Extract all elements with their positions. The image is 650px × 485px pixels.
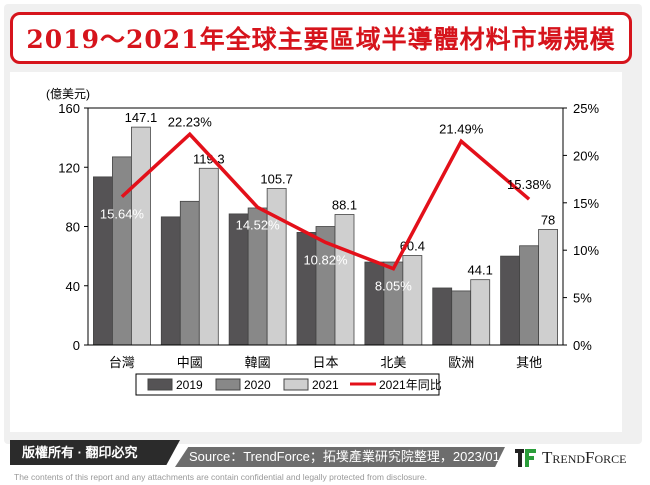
- logo-text: TrendForce: [542, 448, 627, 467]
- bar-2021: [131, 126, 151, 346]
- chart-title: 2019～2021年全球主要區域半導體材料市場規模: [10, 12, 632, 64]
- yoy-label: 8.05%: [375, 279, 412, 294]
- x-tick-label: 其他: [516, 355, 542, 370]
- x-tick-label: 台灣: [109, 355, 135, 370]
- trendforce-logo: TrendForce: [515, 447, 627, 469]
- legend-label: 2021年同比: [379, 378, 442, 392]
- legend-label: 2020: [244, 378, 271, 392]
- yoy-label: 22.23%: [168, 114, 213, 129]
- disclaimer: The contents of this report and any atta…: [14, 472, 427, 482]
- bar-2020: [383, 261, 404, 346]
- bar-value-label: 105.7: [260, 171, 293, 186]
- bar-2021: [198, 167, 219, 346]
- bar-2019: [296, 232, 317, 346]
- source-label: Source：TrendForce；拓墣產業研究院整理，2023/01: [175, 447, 505, 467]
- plot-border: [87, 107, 564, 346]
- bar-value-label: 44.1: [468, 263, 493, 278]
- x-tick-label: 韓國: [245, 355, 271, 370]
- bar-2019: [364, 261, 385, 346]
- bar-2019: [93, 176, 113, 346]
- bar-2020: [179, 200, 200, 346]
- bar-2021: [334, 214, 355, 346]
- legend-swatch-2019: [147, 378, 173, 391]
- y-tick-label: 160: [58, 101, 80, 116]
- y2-tick-label: 0%: [573, 338, 592, 353]
- y-axis-label: (億美元): [46, 87, 90, 101]
- yoy-label: 14.52%: [236, 217, 281, 232]
- bar-value-label: 88.1: [332, 198, 357, 213]
- yoy-label: 15.38%: [507, 177, 552, 192]
- x-tick-label: 歐洲: [448, 355, 474, 370]
- copyright-label: 版權所有 · 翻印必究: [10, 440, 180, 465]
- y2-tick-label: 15%: [573, 196, 599, 211]
- y-tick-label: 40: [66, 279, 80, 294]
- bar-2019: [500, 255, 520, 346]
- y-tick-label: 120: [58, 160, 80, 175]
- yoy-line: [120, 131, 531, 271]
- yoy-label: 15.64%: [100, 207, 145, 222]
- trendforce-logo-icon: [515, 449, 536, 467]
- x-tick-label: 中國: [177, 355, 203, 370]
- bar-2020: [451, 290, 472, 346]
- bar-value-label: 147.1: [125, 110, 158, 125]
- legend-swatch-2020: [215, 378, 241, 391]
- legend-label: 2021: [312, 378, 339, 392]
- bar-2019: [432, 287, 453, 346]
- bar-2021: [470, 279, 491, 346]
- bar-2019: [228, 213, 249, 346]
- bar-2021: [538, 229, 558, 346]
- y-tick-label: 80: [66, 220, 80, 235]
- y2-tick-label: 20%: [573, 148, 599, 163]
- yoy-label: 10.82%: [303, 252, 348, 267]
- x-tick-label: 日本: [312, 355, 338, 370]
- y2-tick-label: 25%: [573, 101, 599, 116]
- bar-2020: [112, 156, 132, 346]
- legend-swatch-2021: [283, 378, 309, 391]
- bar-2021: [402, 255, 423, 346]
- yoy-label: 21.49%: [439, 121, 484, 136]
- bar-value-label: 78: [541, 212, 555, 227]
- y2-tick-label: 5%: [573, 291, 592, 306]
- bar-2020: [519, 245, 539, 346]
- bar-2019: [160, 216, 181, 346]
- y-tick-label: 0: [73, 338, 80, 353]
- x-tick-label: 北美: [380, 355, 406, 370]
- y2-tick-label: 10%: [573, 243, 599, 258]
- legend-label: 2019: [176, 378, 203, 392]
